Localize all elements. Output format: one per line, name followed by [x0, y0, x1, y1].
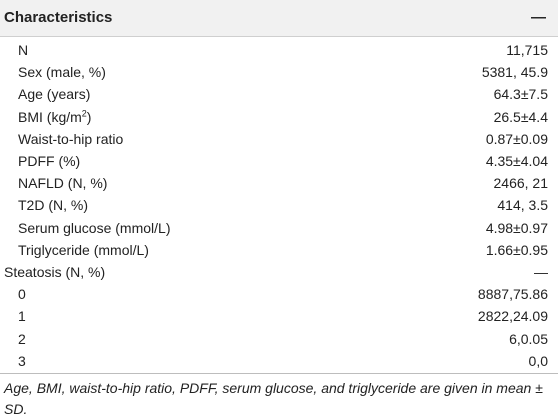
table-row: Sex (male, %) 5381, 45.9 [0, 61, 558, 83]
row-value: 11,715 [506, 42, 548, 58]
row-value: 4.98±0.97 [485, 219, 548, 236]
row-value: 0.87±0.09 [485, 130, 548, 147]
row-label: NAFLD (N, %) [18, 175, 108, 192]
row-value: 0,0 [528, 352, 548, 369]
table-row: BMI (kg/m2) 26.5±4.4 [0, 106, 558, 128]
table-row: Triglyceride (mmol/L) 1.66±0.95 [0, 239, 558, 261]
table-row: Age (years) 64.3±7.5 [0, 83, 558, 105]
row-label: Triglyceride (mmol/L) [18, 241, 149, 258]
table-row: Steatosis (N, %) — [0, 261, 558, 283]
row-label: Sex (male, %) [18, 64, 106, 81]
row-label: BMI (kg/m2) [18, 106, 91, 128]
header-cell: Characteristics [4, 9, 113, 26]
row-value: 2466, 21 [493, 175, 549, 192]
table-row: 3 0,0 [0, 350, 558, 372]
row-value: 4.35±4.04 [485, 153, 548, 169]
row-label: 0 [18, 286, 26, 303]
table-row: 2 6,0.05 [0, 328, 558, 350]
row-value: — [534, 264, 548, 280]
row-label: PDFF (%) [18, 153, 81, 169]
row-label: 2 [18, 330, 26, 347]
label-sup: 2 [81, 107, 87, 118]
label-text: BMI (kg/m [18, 108, 82, 125]
row-value: 8887,75.86 [477, 286, 548, 303]
row-label: Age (years) [18, 86, 91, 103]
table-row: PDFF (%) 4.35±4.04 [0, 150, 558, 172]
label-text: ) [86, 108, 92, 125]
header-cell: — [531, 9, 546, 26]
row-value: 1.66±0.95 [485, 241, 548, 258]
table-row: T2D (N, %) 414, 3.5 [0, 194, 558, 216]
table-row: Waist-to-hip ratio 0.87±0.09 [0, 128, 558, 150]
row-value: 2822,24.09 [477, 308, 548, 325]
row-label: T2D (N, %) [18, 197, 88, 214]
table-row: Serum glucose (mmol/L) 4.98±0.97 [0, 217, 558, 239]
row-label: Steatosis (N, %) [4, 264, 106, 280]
row-value: 5381, 45.9 [481, 64, 548, 81]
row-value: 6,0.05 [509, 330, 548, 347]
footnote: Age, BMI, waist-to-hip ratio, PDFF, seru… [4, 380, 543, 417]
table-row: N 11,715 [0, 39, 558, 61]
row-label: N [18, 42, 29, 58]
bottom-rule [0, 373, 558, 374]
table-row: 1 2822,24.09 [0, 305, 558, 327]
row-label: Waist-to-hip ratio [18, 130, 124, 147]
row-label: 3 [18, 352, 26, 369]
row-value: 26.5±4.4 [493, 108, 548, 125]
header-row: Characteristics — [0, 0, 558, 37]
table-row: NAFLD (N, %) 2466, 21 [0, 172, 558, 194]
row-value: 64.3±7.5 [493, 86, 548, 103]
row-value: 414, 3.5 [497, 197, 548, 214]
row-label: 1 [18, 308, 26, 325]
table-row: 0 8887,75.86 [0, 283, 558, 305]
row-label: Serum glucose (mmol/L) [18, 219, 171, 236]
